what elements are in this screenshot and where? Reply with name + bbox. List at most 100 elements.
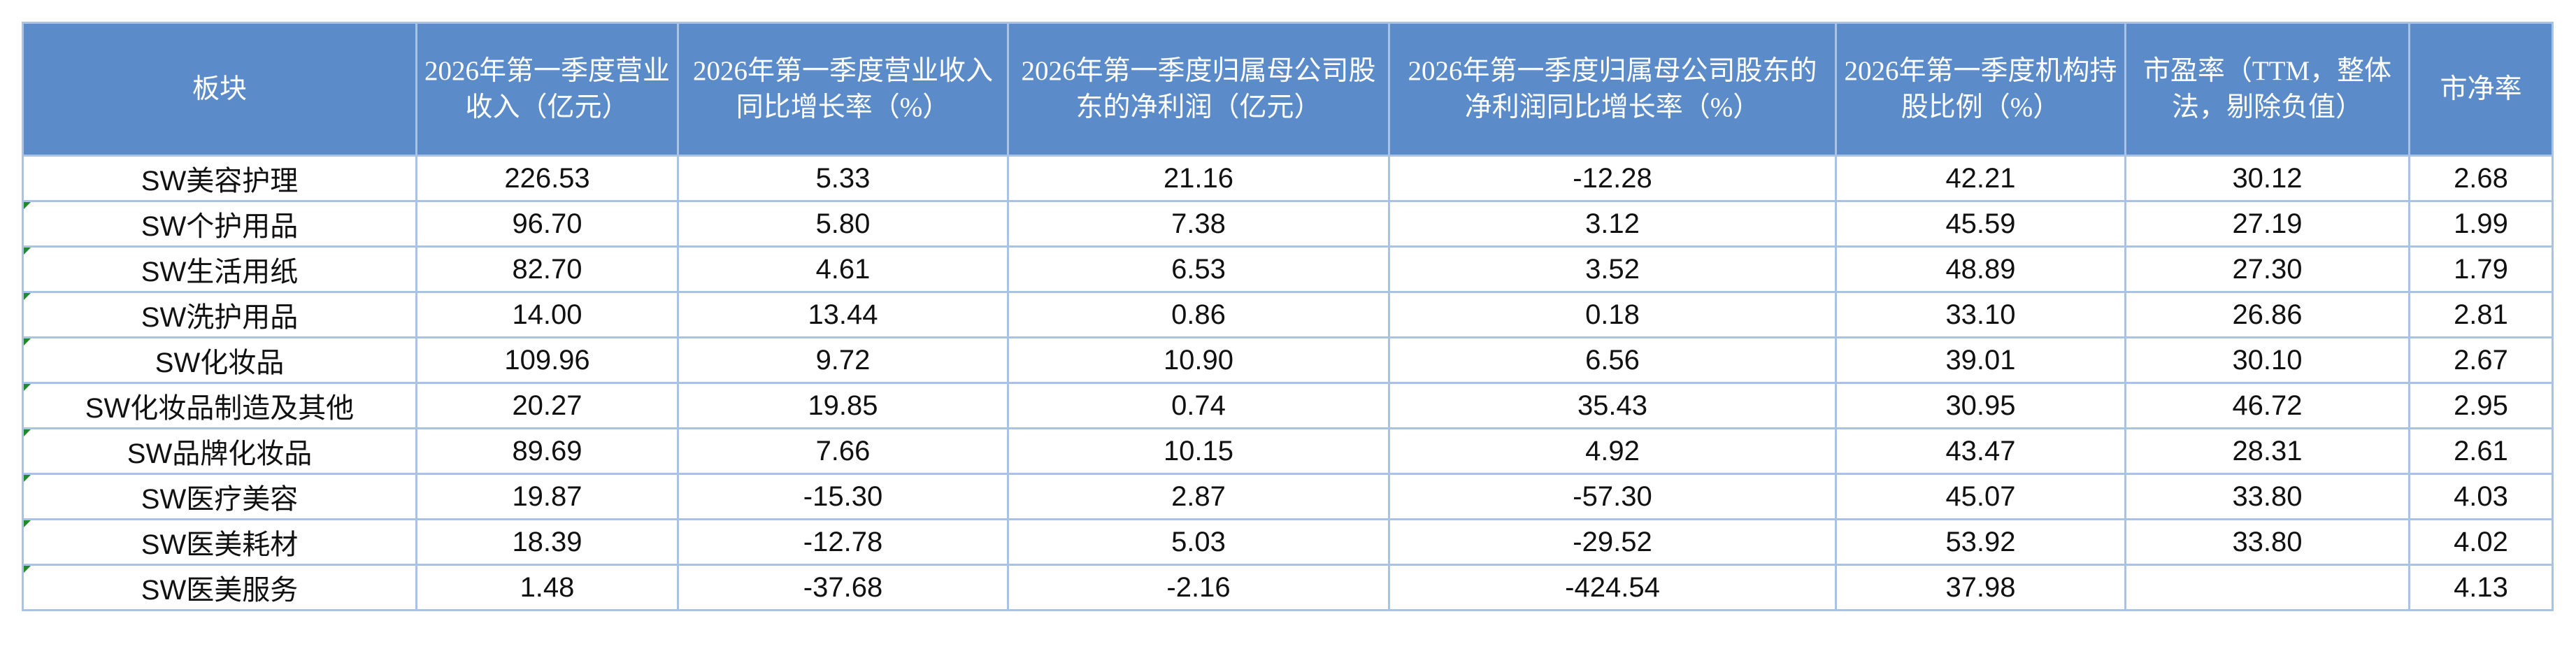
- value-cell: -12.28: [1388, 155, 1837, 202]
- sector-cell: SW品牌化妆品: [22, 427, 417, 475]
- value-cell: 45.07: [1835, 473, 2126, 520]
- value-cell: -57.30: [1388, 473, 1837, 520]
- data-table: 板块 2026年第一季度营业收入（亿元） 2026年第一季度营业收入同比增长率（%）…: [22, 22, 2554, 611]
- value-cell: 13.44: [677, 291, 1009, 338]
- value-cell: 43.47: [1835, 427, 2126, 475]
- value-cell: 4.02: [2408, 518, 2554, 566]
- value-cell: 4.13: [2408, 564, 2554, 611]
- value-cell: 45.59: [1835, 200, 2126, 248]
- value-cell: 4.92: [1388, 427, 1837, 475]
- value-cell: -12.78: [677, 518, 1009, 566]
- sector-cell: SW医美耗材: [22, 518, 417, 566]
- value-cell: 96.70: [415, 200, 679, 248]
- value-cell: 30.10: [2124, 336, 2410, 384]
- sector-cell: SW化妆品制造及其他: [22, 382, 417, 429]
- value-cell: 33.80: [2124, 518, 2410, 566]
- value-cell: 1.79: [2408, 245, 2554, 293]
- table-row: SW医美服务 1.48 -37.68 -2.16 -424.54 37.98 4.13: [22, 564, 2554, 611]
- value-cell: -29.52: [1388, 518, 1837, 566]
- sector-cell: SW医疗美容: [22, 473, 417, 520]
- value-cell: [2124, 564, 2410, 611]
- value-cell: 0.74: [1007, 382, 1390, 429]
- table-row: SW洗护用品 14.00 13.44 0.86 0.18 33.10 26.86 2.81: [22, 291, 2554, 338]
- value-cell: 46.72: [2124, 382, 2410, 429]
- value-cell: 39.01: [1835, 336, 2126, 384]
- value-cell: 33.80: [2124, 473, 2410, 520]
- header-cell: 2026年第一季度营业收入（亿元）: [415, 22, 679, 157]
- sector-cell: SW医美服务: [22, 564, 417, 611]
- table-body: SW美容护理 226.53 5.33 21.16 -12.28 42.21 30.12 2.6…: [22, 155, 2554, 611]
- value-cell: 48.89: [1835, 245, 2126, 293]
- value-cell: 2.68: [2408, 155, 2554, 202]
- table-row: SW化妆品 109.96 9.72 10.90 6.56 39.01 30.10 2.67: [22, 336, 2554, 384]
- table-row: SW个护用品 96.70 5.80 7.38 3.12 45.59 27.19 1.99: [22, 200, 2554, 248]
- value-cell: -15.30: [677, 473, 1009, 520]
- header-cell: 市盈率（TTM，整体法，剔除负值）: [2124, 22, 2410, 157]
- table-row: SW生活用纸 82.70 4.61 6.53 3.52 48.89 27.30 1.79: [22, 245, 2554, 293]
- value-cell: 0.18: [1388, 291, 1837, 338]
- value-cell: 3.12: [1388, 200, 1837, 248]
- value-cell: 27.19: [2124, 200, 2410, 248]
- header-cell: 2026年第一季度归属母公司股东的净利润（亿元）: [1007, 22, 1390, 157]
- value-cell: 4.61: [677, 245, 1009, 293]
- value-cell: 10.90: [1007, 336, 1390, 384]
- value-cell: 9.72: [677, 336, 1009, 384]
- value-cell: 0.86: [1007, 291, 1390, 338]
- value-cell: 26.86: [2124, 291, 2410, 338]
- sector-cell: SW个护用品: [22, 200, 417, 248]
- table-row: SW化妆品制造及其他 20.27 19.85 0.74 35.43 30.95 46.72 2…: [22, 382, 2554, 429]
- value-cell: 6.53: [1007, 245, 1390, 293]
- value-cell: 19.87: [415, 473, 679, 520]
- table-row: SW医美耗材 18.39 -12.78 5.03 -29.52 53.92 33.80 4.0…: [22, 518, 2554, 566]
- value-cell: 18.39: [415, 518, 679, 566]
- value-cell: 27.30: [2124, 245, 2410, 293]
- value-cell: 5.03: [1007, 518, 1390, 566]
- value-cell: 2.95: [2408, 382, 2554, 429]
- header-row: 板块 2026年第一季度营业收入（亿元） 2026年第一季度营业收入同比增长率（%）…: [22, 22, 2554, 157]
- value-cell: 37.98: [1835, 564, 2126, 611]
- sector-cell: SW洗护用品: [22, 291, 417, 338]
- value-cell: 89.69: [415, 427, 679, 475]
- value-cell: 2.87: [1007, 473, 1390, 520]
- value-cell: 82.70: [415, 245, 679, 293]
- value-cell: 6.56: [1388, 336, 1837, 384]
- value-cell: 5.33: [677, 155, 1009, 202]
- value-cell: 226.53: [415, 155, 679, 202]
- sector-cell: SW生活用纸: [22, 245, 417, 293]
- table-row: SW品牌化妆品 89.69 7.66 10.15 4.92 43.47 28.31 2.61: [22, 427, 2554, 475]
- value-cell: 1.48: [415, 564, 679, 611]
- value-cell: 20.27: [415, 382, 679, 429]
- value-cell: 7.66: [677, 427, 1009, 475]
- value-cell: 53.92: [1835, 518, 2126, 566]
- value-cell: 4.03: [2408, 473, 2554, 520]
- value-cell: 10.15: [1007, 427, 1390, 475]
- value-cell: 7.38: [1007, 200, 1390, 248]
- value-cell: 33.10: [1835, 291, 2126, 338]
- header-cell: 2026年第一季度机构持股比例（%）: [1835, 22, 2126, 157]
- value-cell: -2.16: [1007, 564, 1390, 611]
- header-cell: 板块: [22, 22, 417, 157]
- value-cell: 19.85: [677, 382, 1009, 429]
- value-cell: 42.21: [1835, 155, 2126, 202]
- header-cell: 市净率: [2408, 22, 2554, 157]
- value-cell: 30.12: [2124, 155, 2410, 202]
- value-cell: 14.00: [415, 291, 679, 338]
- sector-cell: SW化妆品: [22, 336, 417, 384]
- header-cell: 2026年第一季度营业收入同比增长率（%）: [677, 22, 1009, 157]
- value-cell: 35.43: [1388, 382, 1837, 429]
- table-row: SW美容护理 226.53 5.33 21.16 -12.28 42.21 30.12 2.6…: [22, 155, 2554, 202]
- value-cell: 28.31: [2124, 427, 2410, 475]
- value-cell: 21.16: [1007, 155, 1390, 202]
- value-cell: -37.68: [677, 564, 1009, 611]
- value-cell: 30.95: [1835, 382, 2126, 429]
- header-cell: 2026年第一季度归属母公司股东的净利润同比增长率（%）: [1388, 22, 1837, 157]
- value-cell: -424.54: [1388, 564, 1837, 611]
- value-cell: 2.81: [2408, 291, 2554, 338]
- value-cell: 109.96: [415, 336, 679, 384]
- value-cell: 2.61: [2408, 427, 2554, 475]
- value-cell: 2.67: [2408, 336, 2554, 384]
- table-row: SW医疗美容 19.87 -15.30 2.87 -57.30 45.07 33.80 4.0…: [22, 473, 2554, 520]
- value-cell: 3.52: [1388, 245, 1837, 293]
- sector-cell: SW美容护理: [22, 155, 417, 202]
